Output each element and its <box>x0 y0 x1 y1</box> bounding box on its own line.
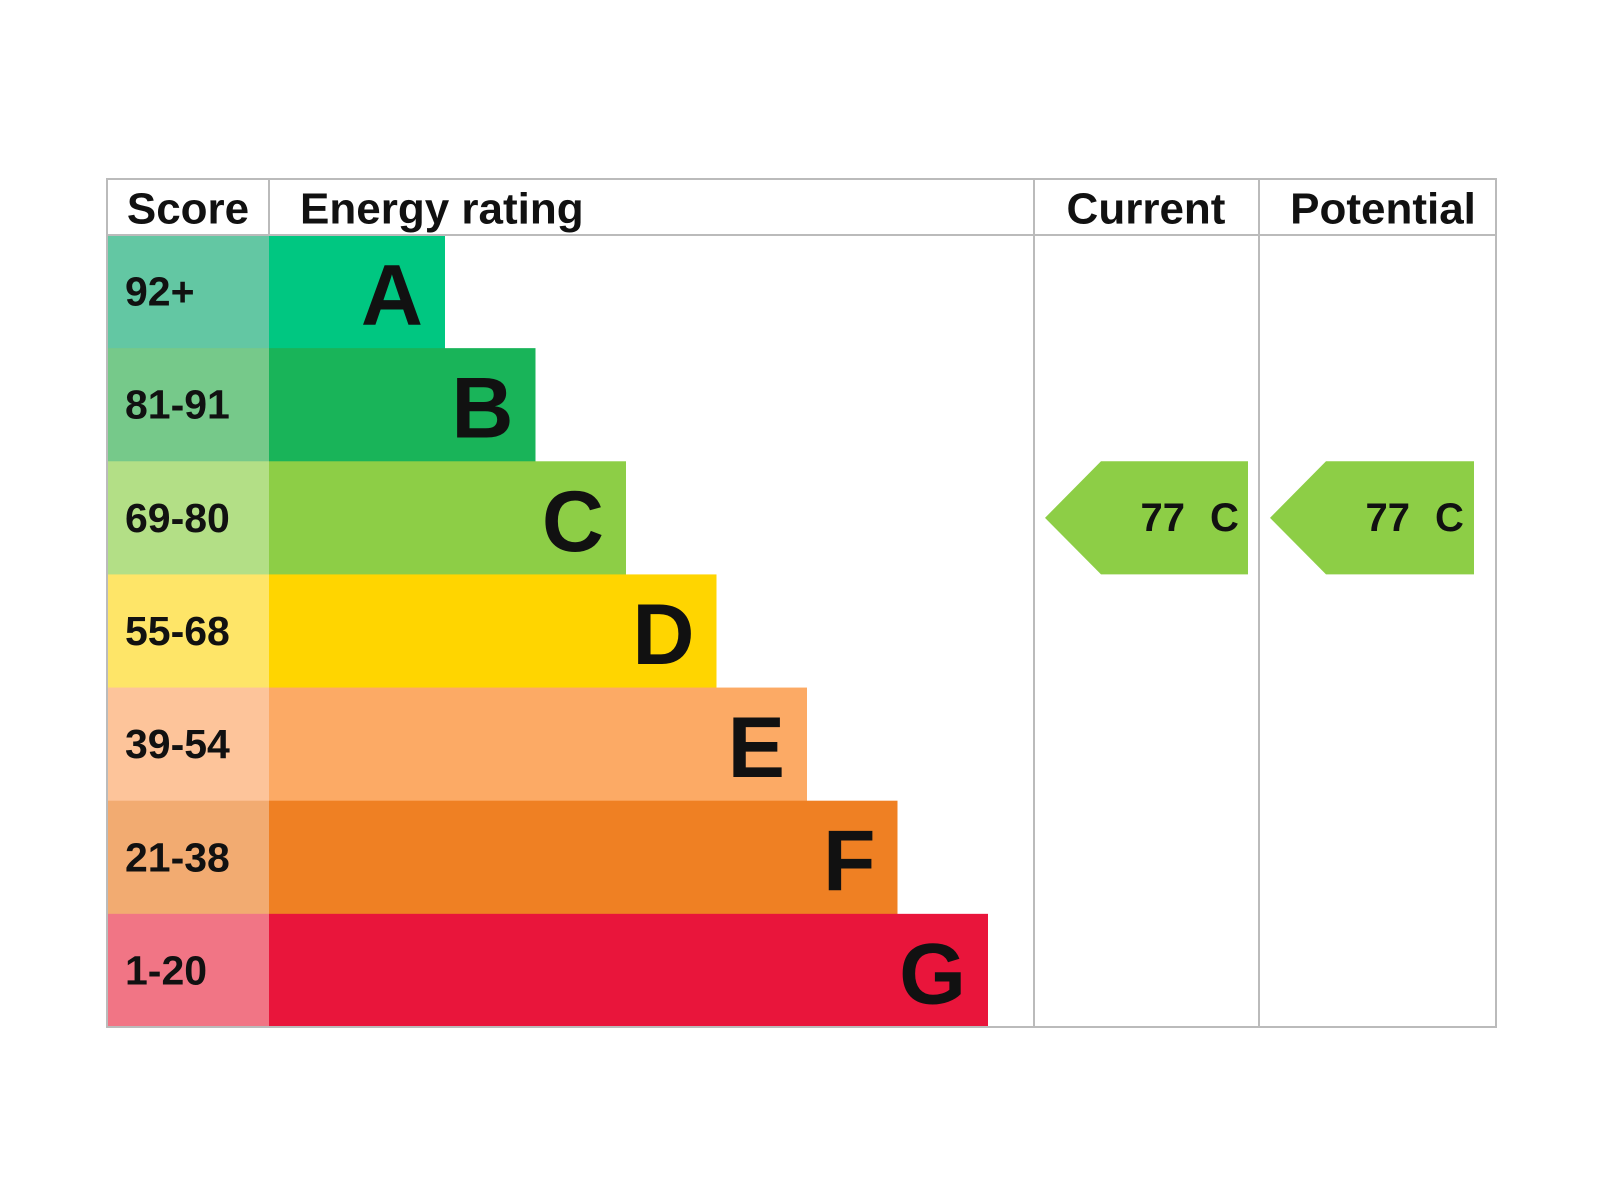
score-cell <box>107 687 269 802</box>
frame <box>106 178 1497 1028</box>
rating-letter: A <box>361 248 423 344</box>
rating-bar <box>269 800 898 915</box>
rating-letter: B <box>451 361 513 457</box>
rating-bar <box>269 913 988 1028</box>
rating-bar <box>269 687 807 802</box>
header-current: Current <box>1067 185 1226 234</box>
rating-bar <box>269 574 717 689</box>
current-score: 77 <box>1141 496 1186 540</box>
score-range: 92+ <box>125 269 195 315</box>
score-range: 55-68 <box>125 608 230 654</box>
rating-letter: E <box>728 700 785 796</box>
header-energy-rating: Energy rating <box>300 185 584 234</box>
score-cell <box>107 800 269 915</box>
header-potential: Potential <box>1290 185 1476 234</box>
rating-letter: C <box>542 474 604 570</box>
potential-rating: C <box>1435 496 1464 540</box>
score-cell <box>107 913 269 1028</box>
potential-score: 77 <box>1366 496 1411 540</box>
rating-letter: D <box>632 587 694 683</box>
rating-bar <box>269 235 445 349</box>
rating-letter: G <box>899 926 966 1022</box>
score-range: 69-80 <box>125 495 230 541</box>
score-range: 21-38 <box>125 834 230 880</box>
score-cell <box>107 235 269 349</box>
score-cell <box>107 348 269 462</box>
score-cell <box>107 574 269 689</box>
score-range: 81-91 <box>125 382 230 428</box>
score-cell <box>107 461 269 575</box>
rating-letter: F <box>823 813 876 909</box>
current-arrow <box>1045 461 1248 575</box>
score-range: 1-20 <box>125 947 207 993</box>
score-range: 39-54 <box>125 721 230 767</box>
rating-bar <box>269 348 536 462</box>
potential-arrow <box>1270 461 1474 575</box>
bands: 92+ A 81-91 B 69-80 C 55-68 D 39-54 E 21-38 F 1-20 G <box>107 235 988 1028</box>
current-rating: C <box>1210 496 1239 540</box>
header-score: Score <box>127 185 249 234</box>
rating-bar <box>269 461 626 575</box>
